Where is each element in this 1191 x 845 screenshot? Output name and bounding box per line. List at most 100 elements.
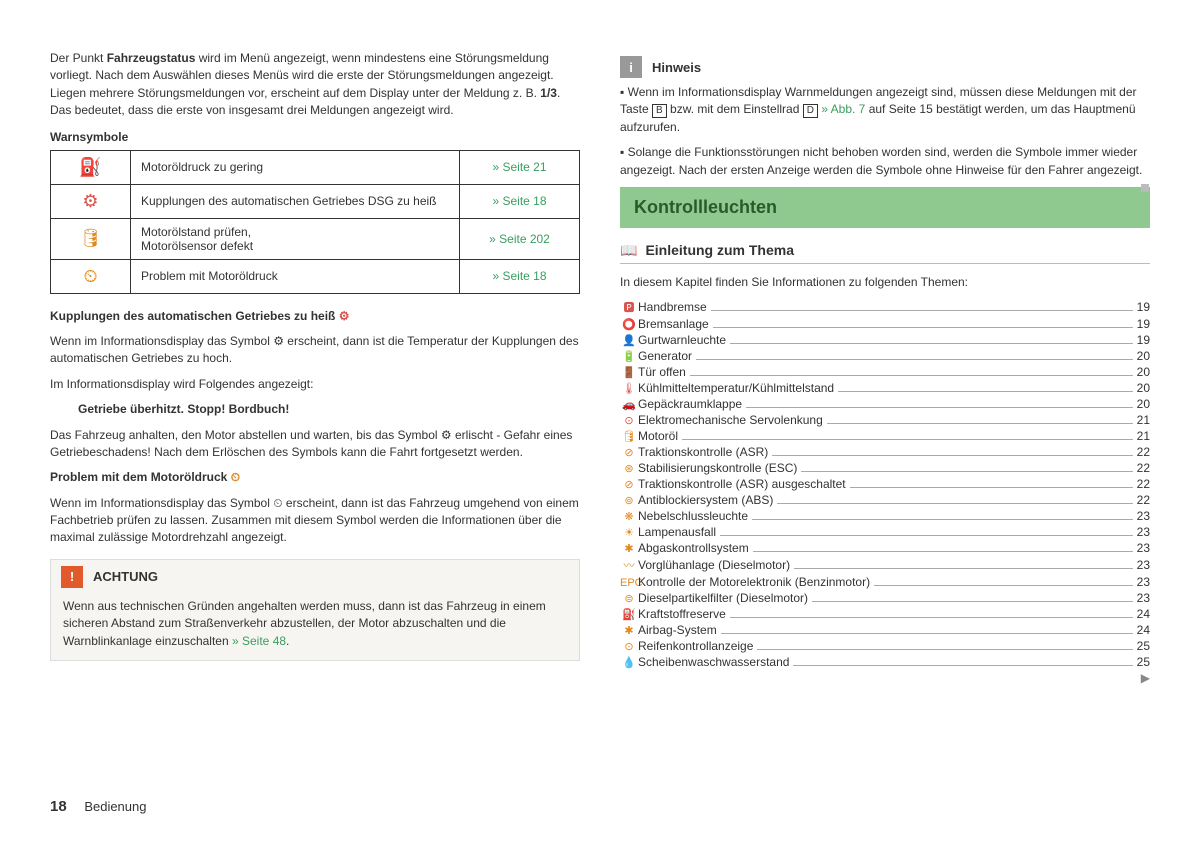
toc-page: 23 bbox=[1137, 591, 1150, 605]
page-ref-link[interactable]: » Seite 202 bbox=[489, 232, 550, 246]
toc-page: 20 bbox=[1137, 349, 1150, 363]
toc-item[interactable]: ⊚ Antiblockiersystem (ABS)22 bbox=[620, 493, 1150, 507]
toc-label: Gepäckraumklappe bbox=[638, 397, 742, 411]
toc-label: Elektromechanische Servolenkung bbox=[638, 413, 823, 427]
toc-label: Generator bbox=[638, 349, 692, 363]
toc-page: 24 bbox=[1137, 607, 1150, 621]
left-column: Der Punkt Fahrzeugstatus wird im Menü an… bbox=[50, 50, 580, 685]
toc-icon: ⊘ bbox=[620, 478, 638, 491]
dot-leader bbox=[772, 455, 1132, 456]
toc-page: 25 bbox=[1137, 639, 1150, 653]
dot-leader bbox=[874, 585, 1133, 586]
toc-icon: ⊘ bbox=[620, 446, 638, 459]
toc-item[interactable]: ☀ Lampenausfall23 bbox=[620, 525, 1150, 539]
toc-item[interactable]: ✱ Abgaskontrollsystem23 bbox=[620, 541, 1150, 555]
table-title: Warnsymbole bbox=[50, 130, 580, 144]
key-b: B bbox=[652, 104, 667, 118]
bold-text: 1/3 bbox=[540, 86, 557, 100]
toc-item[interactable]: 〰 Vorglühanlage (Dieselmotor)23 bbox=[620, 557, 1150, 573]
dot-leader bbox=[827, 423, 1133, 424]
toc-item[interactable]: ⊙ Reifenkontrollanzeige25 bbox=[620, 639, 1150, 653]
toc-item[interactable]: 🚗 Gepäckraumklappe20 bbox=[620, 397, 1150, 411]
toc-item[interactable]: 🛢 Motoröl21 bbox=[620, 429, 1150, 443]
toc-item[interactable]: ⭕ Bremsanlage19 bbox=[620, 317, 1150, 331]
warn-icon: ⚙ bbox=[51, 184, 131, 218]
toc-icon: 🚪 bbox=[620, 366, 638, 379]
gauge-icon: ⏲ bbox=[231, 470, 240, 484]
toc-item[interactable]: EPC Kontrolle der Motorelektronik (Benzi… bbox=[620, 575, 1150, 589]
toc-item[interactable]: ❋ Nebelschlussleuchte23 bbox=[620, 509, 1150, 523]
dot-leader bbox=[690, 375, 1133, 376]
warn-text: Motoröldruck zu gering bbox=[131, 150, 460, 184]
info-icon: i bbox=[620, 56, 642, 78]
dot-leader bbox=[721, 633, 1133, 634]
warn-icon: 🛢 bbox=[51, 218, 131, 259]
toc-icon: 👤 bbox=[620, 334, 638, 347]
toc-item[interactable]: 💧 Scheibenwaschwasserstand25 bbox=[620, 655, 1150, 669]
toc-item[interactable]: ⊜ Dieselpartikelfilter (Dieselmotor) 23 bbox=[620, 591, 1150, 605]
dot-leader bbox=[850, 487, 1133, 488]
toc-item[interactable]: ⊙ Elektromechanische Servolenkung21 bbox=[620, 413, 1150, 427]
page-footer: 18 Bedienung bbox=[50, 798, 146, 815]
warn-text: Kupplungen des automatischen Getriebes D… bbox=[131, 184, 460, 218]
warn-text: Problem mit Motoröldruck bbox=[131, 259, 460, 293]
toc-icon: ⊛ bbox=[620, 462, 638, 475]
toc-label: Dieselpartikelfilter (Dieselmotor) bbox=[638, 591, 808, 605]
toc-label: Motoröl bbox=[638, 429, 678, 443]
text: Wenn aus technischen Gründen angehalten … bbox=[63, 599, 546, 648]
toc-item[interactable]: 🅿 Handbremse 19 bbox=[620, 299, 1150, 315]
exclamation-icon: ! bbox=[61, 566, 83, 588]
warning-message: Getriebe überhitzt. Stopp! Bordbuch! bbox=[78, 401, 580, 418]
achtung-body: Wenn aus technischen Gründen angehalten … bbox=[51, 594, 579, 660]
book-icon: 📖 bbox=[620, 242, 637, 259]
toc-item[interactable]: 👤 Gurtwarnleuchte19 bbox=[620, 333, 1150, 347]
table-row: 🛢Motorölstand prüfen,Motorölsensor defek… bbox=[51, 218, 580, 259]
dot-leader bbox=[730, 343, 1133, 344]
toc-page: 19 bbox=[1137, 300, 1150, 314]
page-ref-link[interactable]: » Seite 48 bbox=[232, 634, 286, 648]
toc-icon: 🔋 bbox=[620, 350, 638, 363]
achtung-header: ! ACHTUNG bbox=[51, 560, 579, 594]
toc-icon: ✱ bbox=[620, 624, 638, 637]
toc-icon: 🛢 bbox=[620, 430, 638, 443]
toc-label: Antiblockiersystem (ABS) bbox=[638, 493, 773, 507]
dot-leader bbox=[838, 391, 1133, 392]
dot-leader bbox=[730, 617, 1133, 618]
toc-page: 23 bbox=[1137, 575, 1150, 589]
toc-page: 20 bbox=[1137, 365, 1150, 379]
toc-icon: ⊜ bbox=[620, 592, 638, 605]
page-ref-link[interactable]: » Seite 18 bbox=[492, 194, 546, 208]
toc-item[interactable]: ⊛ Stabilisierungskontrolle (ESC)22 bbox=[620, 461, 1150, 475]
page-ref-link[interactable]: » Seite 18 bbox=[492, 269, 546, 283]
toc-page: 23 bbox=[1137, 541, 1150, 555]
dot-leader bbox=[777, 503, 1132, 504]
toc-label: Handbremse bbox=[638, 300, 707, 314]
end-marker-icon: ◼ bbox=[1140, 179, 1150, 196]
toc-page: 22 bbox=[1137, 445, 1150, 459]
toc-page: 25 bbox=[1137, 655, 1150, 669]
toc-icon: ❋ bbox=[620, 510, 638, 523]
dot-leader bbox=[713, 327, 1133, 328]
dot-leader bbox=[801, 471, 1132, 472]
toc-icon: 🅿 bbox=[620, 299, 638, 315]
toc-label: Airbag-System bbox=[638, 623, 717, 637]
toc-item[interactable]: 🔋 Generator 20 bbox=[620, 349, 1150, 363]
toc-item[interactable]: 🚪 Tür offen20 bbox=[620, 365, 1150, 379]
text: bzw. mit dem Einstellrad bbox=[667, 102, 803, 116]
para-kupplungen-3: Das Fahrzeug anhalten, den Motor abstell… bbox=[50, 427, 580, 462]
hinweis-header: i Hinweis bbox=[620, 50, 1150, 84]
toc-item[interactable]: ✱ Airbag-System24 bbox=[620, 623, 1150, 637]
fig-ref-link[interactable]: » Abb. 7 bbox=[818, 102, 865, 116]
toc-item[interactable]: ⛽ Kraftstoffreserve24 bbox=[620, 607, 1150, 621]
toc-label: Nebelschlussleuchte bbox=[638, 509, 748, 523]
hinweis-para-2: ▪ Solange die Funktionsstörungen nicht b… bbox=[620, 144, 1150, 179]
toc-item[interactable]: ⊘ Traktionskontrolle (ASR) 22 bbox=[620, 445, 1150, 459]
key-d: D bbox=[803, 104, 818, 118]
toc-item[interactable]: ⊘ Traktionskontrolle (ASR) ausgeschaltet… bbox=[620, 477, 1150, 491]
heading-kupplungen: Kupplungen des automatischen Getriebes z… bbox=[50, 308, 580, 325]
continue-marker-icon: ▶ bbox=[620, 671, 1150, 685]
warn-icon: ⏲ bbox=[51, 259, 131, 293]
toc-item[interactable]: 🌡 Kühlmitteltemperatur/Kühlmittelstand20 bbox=[620, 381, 1150, 395]
toc-label: Traktionskontrolle (ASR) bbox=[638, 445, 768, 459]
page-ref-link[interactable]: » Seite 21 bbox=[492, 160, 546, 174]
